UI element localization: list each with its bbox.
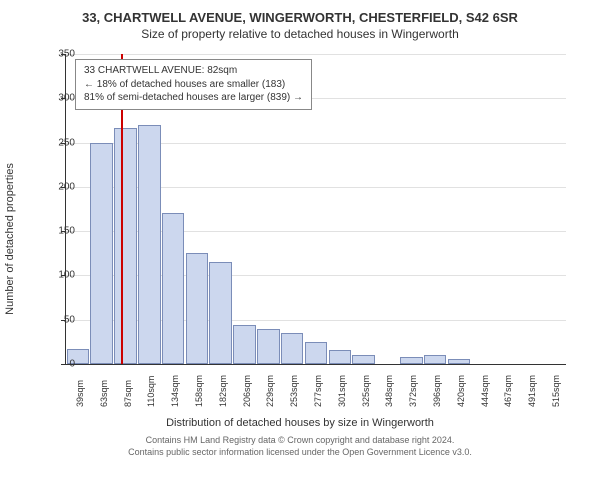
x-tick-label: 87sqm: [123, 380, 133, 407]
bar: [162, 213, 185, 364]
x-tick-label: 301sqm: [337, 375, 347, 407]
x-tick-label: 182sqm: [218, 375, 228, 407]
x-tick-label: 325sqm: [361, 375, 371, 407]
x-axis-label: Distribution of detached houses by size …: [166, 417, 434, 429]
page-title: 33, CHARTWELL AVENUE, WINGERWORTH, CHEST…: [10, 10, 590, 25]
x-tick-label: 229sqm: [265, 375, 275, 407]
x-tick-label: 158sqm: [194, 375, 204, 407]
footer-line-2: Contains public sector information licen…: [10, 447, 590, 459]
x-tick-label: 63sqm: [99, 380, 109, 407]
y-tick: [61, 231, 65, 232]
y-tick: [61, 187, 65, 188]
bar: [329, 350, 352, 364]
bar: [138, 125, 161, 364]
bar: [352, 355, 375, 364]
bar: [305, 342, 328, 364]
info-box: 33 CHARTWELL AVENUE: 82sqm ← 18% of deta…: [75, 59, 312, 110]
y-tick: [61, 320, 65, 321]
bar: [448, 359, 471, 364]
x-tick-label: 134sqm: [170, 375, 180, 407]
bar: [233, 325, 256, 364]
footer: Contains HM Land Registry data © Crown c…: [10, 435, 590, 458]
y-tick-label: 50: [64, 314, 75, 325]
x-tick-label: 420sqm: [456, 375, 466, 407]
info-line-1: 33 CHARTWELL AVENUE: 82sqm: [84, 64, 303, 78]
page-subtitle: Size of property relative to detached ho…: [10, 27, 590, 41]
info-line-2: ← 18% of detached houses are smaller (18…: [84, 78, 303, 92]
bar: [90, 143, 113, 364]
bar: [424, 355, 447, 364]
bar: [257, 329, 280, 364]
info-line-3: 81% of semi-detached houses are larger (…: [84, 91, 303, 105]
y-tick: [61, 364, 65, 365]
bar: [209, 262, 232, 364]
x-tick-label: 491sqm: [527, 375, 537, 407]
x-tick-label: 515sqm: [551, 375, 561, 407]
x-tick-label: 467sqm: [503, 375, 513, 407]
grid-line: [66, 364, 566, 365]
y-tick-label: 0: [69, 359, 75, 370]
chart-container: Number of detached properties Distributi…: [20, 49, 580, 429]
y-tick: [61, 143, 65, 144]
x-tick-label: 396sqm: [432, 375, 442, 407]
x-tick-label: 444sqm: [480, 375, 490, 407]
y-tick: [61, 98, 65, 99]
footer-line-1: Contains HM Land Registry data © Crown c…: [10, 435, 590, 447]
x-tick-label: 372sqm: [408, 375, 418, 407]
x-tick-label: 206sqm: [242, 375, 252, 407]
bar: [186, 253, 209, 364]
x-tick-label: 277sqm: [313, 375, 323, 407]
x-tick-label: 110sqm: [146, 376, 156, 407]
x-tick-label: 253sqm: [289, 375, 299, 407]
y-axis-label: Number of detached properties: [4, 163, 16, 315]
x-tick-label: 39sqm: [75, 380, 85, 407]
y-tick: [61, 275, 65, 276]
bar: [281, 333, 304, 364]
bar: [114, 128, 137, 364]
x-tick-label: 348sqm: [384, 375, 394, 407]
bar: [400, 357, 423, 364]
grid-line: [66, 54, 566, 55]
y-tick: [61, 54, 65, 55]
